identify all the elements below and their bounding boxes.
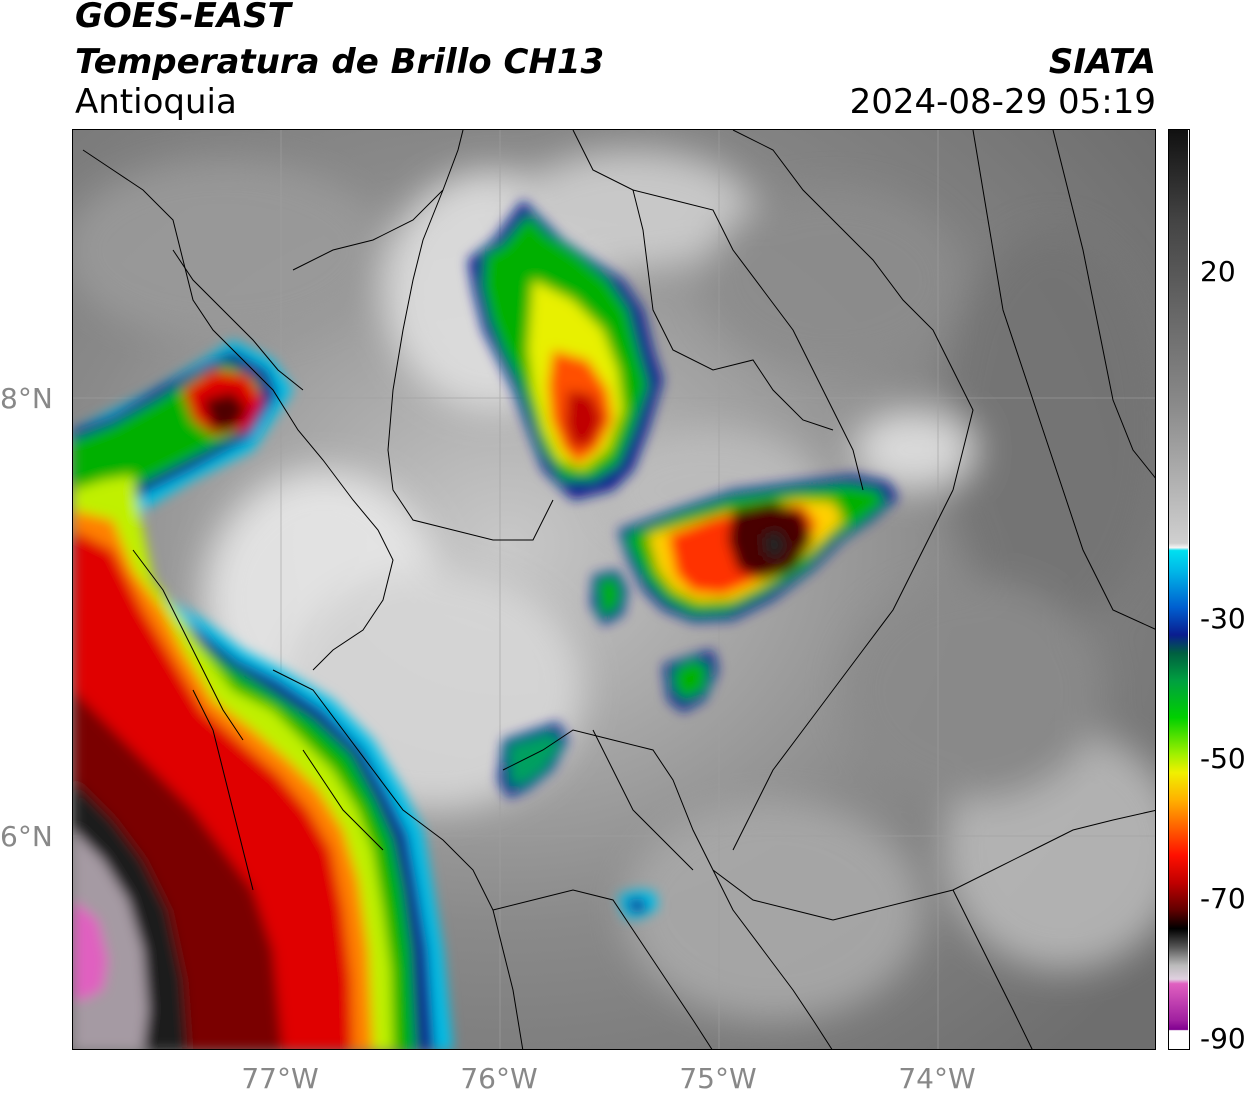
lat-label-6n: 6°N: [0, 820, 53, 853]
storm-small-cells: [498, 570, 718, 918]
colorbar-tick-neg50: -50: [1200, 742, 1246, 775]
storm-east-central: [618, 475, 898, 622]
colorbar-tick-20: 20: [1200, 255, 1236, 288]
timestamp-label: 2024-08-29 05:19: [849, 82, 1156, 122]
colorbar-tick-neg30: -30: [1200, 602, 1246, 635]
map-region-label: Antioquia: [75, 82, 237, 122]
colorbar-tick-neg90: -90: [1200, 1022, 1246, 1055]
brand-label: SIATA: [1048, 42, 1156, 82]
map-title-satellite: GOES-EAST: [75, 0, 291, 36]
storm-north-central: [468, 200, 663, 500]
map-title-product: Temperatura de Brillo CH13: [75, 42, 605, 82]
lon-label-75w: 75°W: [679, 1062, 757, 1095]
lon-label-74w: 74°W: [898, 1062, 976, 1095]
boundary-lines: [82, 130, 1155, 1049]
lon-label-77w: 77°W: [241, 1062, 319, 1095]
satellite-map: [72, 129, 1156, 1050]
colorbar-tick-neg70: -70: [1200, 882, 1246, 915]
lon-label-76w: 76°W: [460, 1062, 538, 1095]
colorbar-gradient: [1169, 130, 1188, 1048]
temperature-colorbar: [1168, 129, 1190, 1050]
storm-southwest: [73, 340, 453, 1049]
lat-label-8n: 8°N: [0, 382, 53, 415]
